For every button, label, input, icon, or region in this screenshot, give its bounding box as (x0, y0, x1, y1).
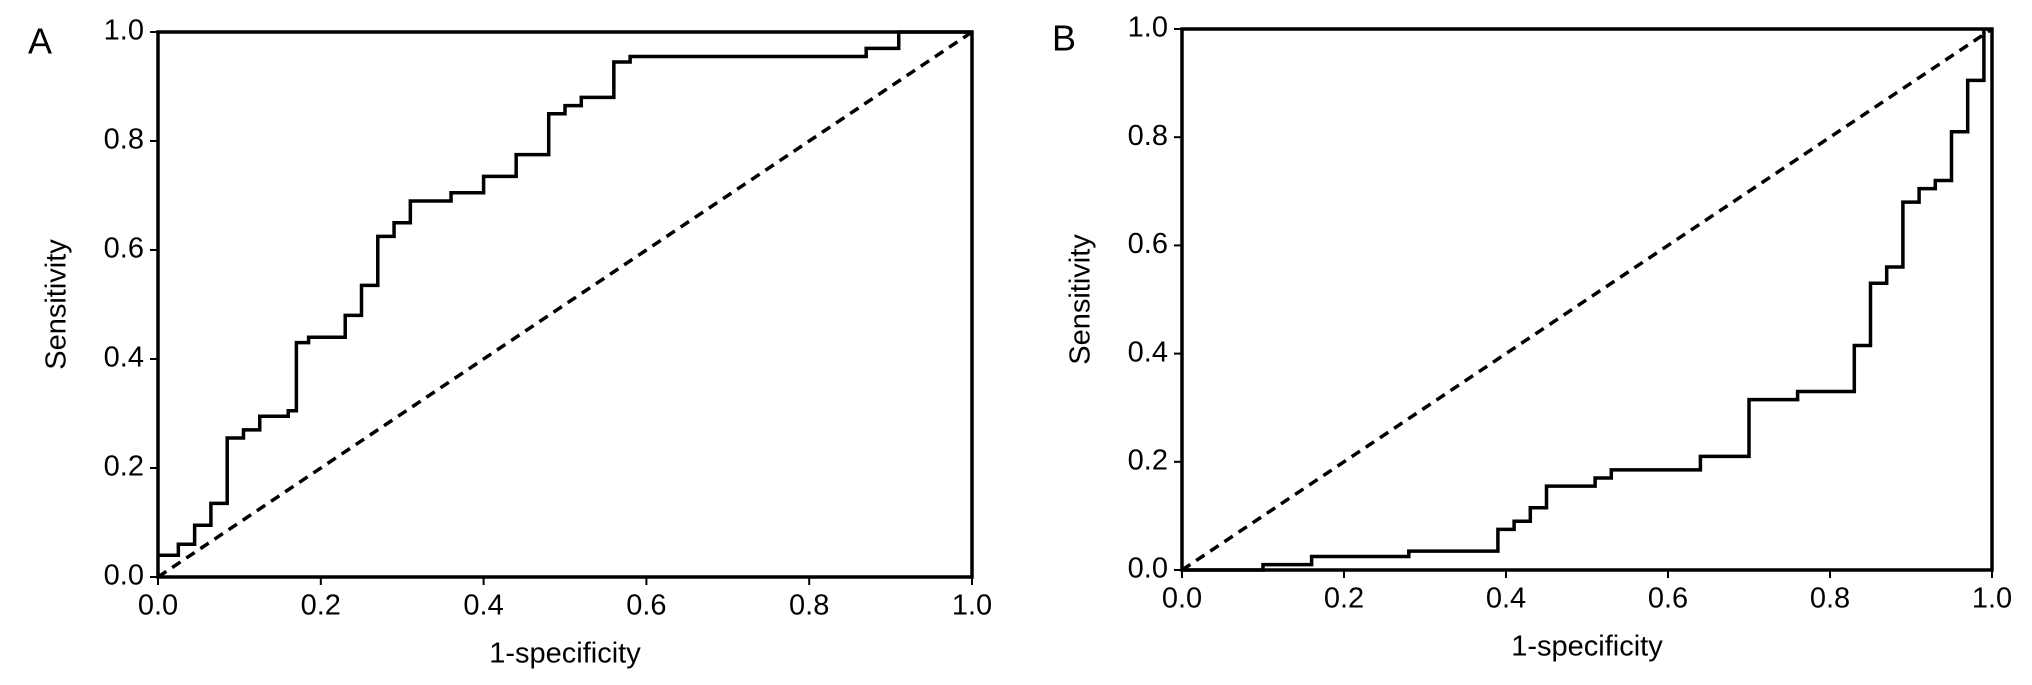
y-tick-label: 0.4 (1128, 336, 1168, 368)
x-axis-label: 1-specificity (1511, 631, 1663, 663)
y-tick-label: 0.8 (1128, 120, 1168, 152)
x-tick-label: 0.2 (1324, 583, 1364, 615)
x-tick-label: 0.6 (1648, 583, 1688, 615)
x-tick-label: 0.0 (138, 590, 178, 622)
x-tick-label: 0.6 (626, 590, 666, 622)
x-tick-label: 0.4 (463, 590, 503, 622)
y-tick-label: 0.6 (104, 233, 144, 265)
x-tick-label: 0.0 (1162, 583, 1202, 615)
panel-label: B (1052, 18, 1076, 59)
x-tick-label: 0.2 (301, 590, 341, 622)
roc-line (158, 30, 972, 557)
y-tick-label: 0.6 (1128, 228, 1168, 260)
y-tick-label: 0.0 (104, 560, 144, 592)
x-tick-label: 1.0 (1972, 583, 2012, 615)
y-axis-label: Sensitivity (41, 239, 73, 370)
y-tick-label: 0.4 (104, 342, 144, 374)
plot-frame (156, 30, 974, 579)
x-axis-label: 1-specificity (489, 638, 641, 670)
y-tick-label: 0.0 (1128, 553, 1168, 585)
roc-line (1181, 27, 1993, 572)
y-axis-label: Sensitivity (1065, 234, 1097, 365)
x-tick-label: 0.8 (1810, 583, 1850, 615)
y-tick-label: 0.2 (104, 451, 144, 483)
x-tick-label: 1.0 (952, 590, 992, 622)
y-tick-label: 1.0 (104, 15, 144, 47)
y-tick-label: 0.2 (1128, 444, 1168, 476)
x-tick-label: 0.4 (1486, 583, 1526, 615)
roc-line (157, 30, 973, 579)
y-tick-label: 1.0 (1128, 12, 1168, 44)
y-tick-label: 0.8 (104, 124, 144, 156)
panel-label: A (28, 21, 52, 62)
roc-line (1182, 29, 1986, 572)
x-tick-label: 0.8 (789, 590, 829, 622)
plot-frame (1180, 27, 1994, 572)
